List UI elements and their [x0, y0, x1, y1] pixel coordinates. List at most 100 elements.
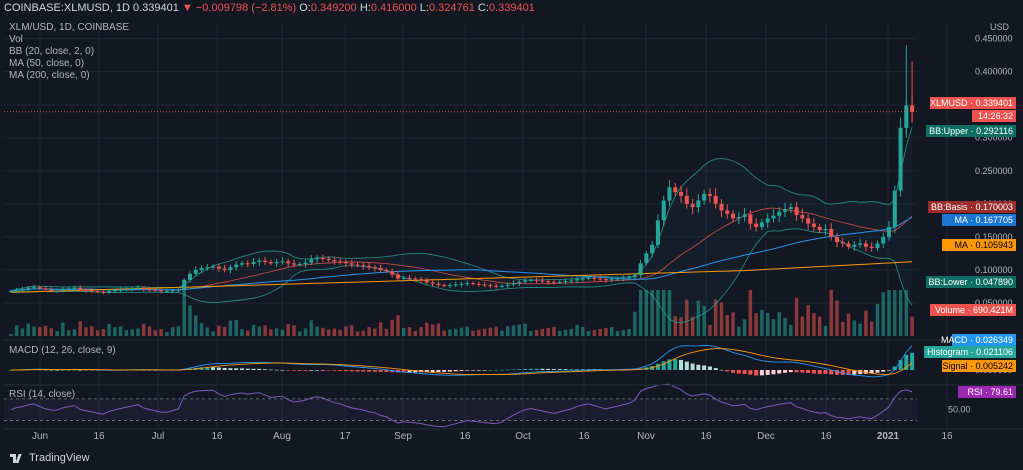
legend-macd[interactable]: MACD (12, 26, close, 9) — [9, 345, 116, 356]
volume-bar — [783, 317, 787, 336]
volume-bar — [66, 330, 71, 336]
price-tag-bg — [928, 201, 1016, 213]
candle-body — [326, 258, 331, 260]
volume-bar — [592, 330, 597, 336]
volume-bar — [586, 331, 591, 336]
candle-body — [690, 203, 695, 208]
price-tag-bg — [952, 334, 1016, 346]
candle-body — [268, 261, 273, 264]
volume-bar — [858, 323, 862, 336]
volume-bar — [563, 329, 568, 336]
legend-vol[interactable]: Vol — [9, 34, 23, 45]
macd-histogram-bar — [78, 369, 83, 371]
volume-bar — [488, 327, 493, 336]
volume-bar — [823, 325, 828, 336]
price-tag-bg — [924, 346, 1016, 358]
volume-bar — [361, 330, 366, 336]
candle-body — [413, 278, 418, 280]
macd-histogram-bar — [49, 369, 54, 371]
candle-body — [199, 267, 204, 270]
volume-bar — [817, 316, 822, 336]
tradingview-brand[interactable]: TradingView — [10, 452, 90, 464]
candle-body — [476, 283, 481, 285]
volume-bar — [812, 313, 816, 336]
price-tag-bg — [958, 386, 1016, 398]
candle-body — [592, 277, 597, 279]
candle-body — [725, 210, 730, 214]
candle-body — [829, 228, 834, 237]
macd-histogram-bar — [315, 370, 320, 371]
candle-body — [320, 258, 325, 260]
candle-body — [667, 187, 672, 201]
volume-bar — [303, 328, 308, 336]
x-tick-label: 16 — [93, 431, 105, 442]
candle-body — [315, 258, 320, 260]
macd-histogram-bar — [465, 370, 470, 371]
candle-body — [436, 283, 441, 286]
price-tag: BB:Lower · 0.047890 — [926, 276, 1016, 288]
candle-body — [407, 277, 412, 279]
macd-histogram-bar — [794, 370, 799, 373]
volume-bar — [581, 326, 585, 336]
candle-body — [211, 266, 216, 268]
volume-bar — [182, 290, 186, 336]
volume-bar — [373, 328, 377, 336]
candle-body — [78, 287, 83, 290]
candle-body — [511, 283, 516, 285]
macd-histogram-bar — [788, 370, 793, 373]
macd-histogram-bar — [771, 370, 776, 375]
macd-histogram-bar — [326, 370, 331, 371]
macd-histogram-bar — [892, 366, 897, 370]
volume-bar — [188, 305, 192, 336]
volume-bar — [113, 327, 117, 336]
y-tick-label: 0.050000 — [975, 298, 1013, 308]
macd-histogram-bar — [494, 369, 499, 371]
candle-body — [650, 244, 655, 254]
candle-body — [551, 281, 556, 283]
macd-histogram-bar — [563, 369, 568, 370]
macd-histogram-bar — [72, 369, 77, 371]
volume-bar — [228, 320, 233, 336]
volume-bar — [835, 300, 839, 336]
candle-body — [627, 277, 632, 279]
legend-ma200[interactable]: MA (200, close, 0) — [9, 70, 90, 81]
volume-bar — [754, 313, 758, 336]
macd-histogram-bar — [222, 367, 227, 370]
volume-bar — [713, 299, 718, 336]
price-tag-bg — [930, 97, 1016, 109]
macd-histogram-bar — [257, 368, 262, 370]
volume-bar — [673, 316, 677, 336]
price-tag-text: MA · 0.105943 — [954, 240, 1013, 250]
price-tag-text: 14:26:32 — [978, 111, 1013, 121]
legend-ma50[interactable]: MA (50, close, 0) — [9, 58, 85, 69]
volume-bar — [199, 323, 204, 336]
candle-body — [754, 223, 759, 227]
macd-histogram-bar — [782, 370, 788, 373]
legend-title[interactable]: XLM/USD, 1D, COINBASE — [9, 22, 130, 33]
volume-bar — [690, 316, 695, 336]
close-value: 0.339401 — [488, 2, 535, 14]
macd-histogram-bar — [488, 369, 493, 371]
macd-histogram-bar — [523, 368, 528, 370]
volume-bar — [685, 299, 689, 336]
candle-body — [655, 220, 660, 245]
candle-body — [257, 260, 262, 262]
macd-histogram-bar — [673, 359, 678, 370]
candle-body — [742, 214, 747, 218]
price-tag-text: MA · 0.167705 — [954, 215, 1013, 225]
candle-body — [286, 261, 291, 264]
volume-bar — [598, 329, 602, 336]
legend-bb[interactable]: BB (20, close, 2, 0) — [9, 46, 95, 57]
volume-bar — [350, 325, 354, 336]
legend-rsi[interactable]: RSI (14, close) — [9, 389, 76, 400]
price-tag: Histogram · 0.021106 — [924, 346, 1016, 358]
volume-bar — [650, 290, 654, 336]
price-tag: MACD · 0.026349 — [941, 334, 1016, 346]
volume-bar — [800, 316, 805, 336]
candle-body — [534, 279, 539, 281]
volume-bar — [378, 322, 383, 336]
volume-bar — [390, 319, 394, 336]
macd-histogram-bar — [476, 370, 481, 371]
candle-body — [858, 243, 863, 245]
